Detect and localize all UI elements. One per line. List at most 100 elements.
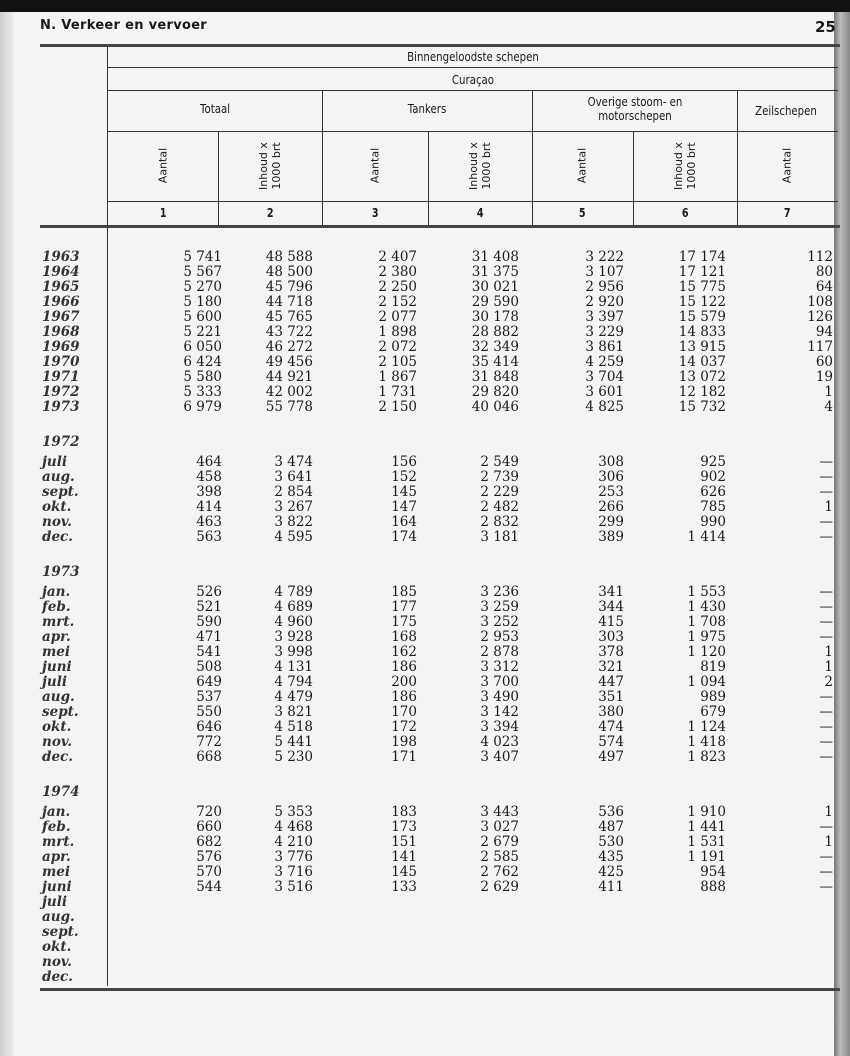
table-bottom-rule: [40, 988, 840, 991]
cell-value: 1 441: [687, 819, 726, 835]
cell-value: 380: [598, 704, 624, 720]
group-header-totaal: Totaal: [199, 102, 231, 116]
cell-value: —: [819, 734, 834, 750]
column-number: 2: [266, 206, 274, 220]
cell-value: 60: [815, 354, 833, 370]
row-label: sept.: [42, 924, 79, 940]
cell-value: —: [819, 599, 834, 615]
table-row: 1969 6 050 46 272 2 072 32 349 3 861 13 915 117: [0, 340, 850, 355]
rule: [108, 90, 838, 91]
row-label: 1972: [42, 384, 80, 400]
cell-value: 172: [391, 719, 417, 735]
cell-value: 17 121: [678, 264, 726, 280]
cell-value: 175: [391, 614, 417, 630]
row-label: 1964: [42, 264, 80, 280]
cell-value: 3 516: [274, 879, 313, 895]
row-label: juni: [42, 879, 72, 895]
cell-value: 679: [700, 704, 726, 720]
section-header-row: 1973: [0, 565, 850, 580]
cell-value: 14 833: [678, 324, 726, 340]
cell-value: 94: [815, 324, 833, 340]
sub-header: Curaçao: [451, 73, 495, 87]
cell-value: 563: [196, 529, 222, 545]
cell-value: 772: [196, 734, 222, 750]
table-row: nov.: [0, 955, 850, 970]
row-label: 1967: [42, 309, 80, 325]
cell-value: 435: [598, 849, 624, 865]
cell-value: 425: [598, 864, 624, 880]
table-row: mei 541 3 998 162 2 878 378 1 120 1: [0, 645, 850, 660]
cell-value: 1: [824, 499, 833, 515]
cell-value: —: [819, 514, 834, 530]
row-label: nov.: [42, 514, 73, 530]
cell-value: 471: [196, 629, 222, 645]
column-number: 4: [476, 206, 484, 220]
cell-value: 4 960: [274, 614, 313, 630]
column-header: Aantal: [156, 147, 170, 184]
cell-value: 1 910: [687, 804, 726, 820]
table-row: dec. 668 5 230 171 3 407 497 1 823 —: [0, 750, 850, 765]
table-row: okt. 646 4 518 172 3 394 474 1 124 —: [0, 720, 850, 735]
cell-value: 164: [391, 514, 417, 530]
cell-value: 117: [807, 339, 833, 355]
row-label: apr.: [42, 849, 71, 865]
row-label: dec.: [42, 969, 73, 985]
cell-value: 1: [824, 644, 833, 660]
table-row: 1966 5 180 44 718 2 152 29 590 2 920 15 122 108: [0, 295, 850, 310]
cell-value: 35 414: [471, 354, 519, 370]
cell-value: —: [819, 484, 834, 500]
cell-value: 3 998: [274, 644, 313, 660]
row-label: dec.: [42, 529, 73, 545]
cell-value: 198: [391, 734, 417, 750]
rule: [108, 67, 838, 68]
cell-value: 4 131: [274, 659, 313, 675]
col-divider: [428, 132, 429, 225]
cell-value: 351: [598, 689, 624, 705]
table-row: nov. 463 3 822 164 2 832 299 990 —: [0, 515, 850, 530]
section-header-row: 1974: [0, 785, 850, 800]
cell-value: 31 408: [471, 249, 519, 265]
row-label: 1963: [42, 249, 80, 265]
cell-value: 42 002: [265, 384, 313, 400]
cell-value: 2 585: [480, 849, 519, 865]
cell-value: 570: [196, 864, 222, 880]
cell-value: 3 474: [274, 454, 313, 470]
cell-value: 1 553: [687, 584, 726, 600]
cell-value: 398: [196, 484, 222, 500]
section-label: 1972: [42, 434, 80, 450]
cell-value: 174: [391, 529, 417, 545]
column-header: Inhoud x 1000 brt: [257, 142, 283, 190]
table-row: 1971 5 580 44 921 1 867 31 848 3 704 13 072 19: [0, 370, 850, 385]
column-number: 7: [783, 206, 791, 220]
cell-value: 3 236: [480, 584, 519, 600]
cell-value: 3 027: [480, 819, 519, 835]
cell-value: 1 414: [687, 529, 726, 545]
cell-value: 145: [391, 484, 417, 500]
cell-value: 5 353: [274, 804, 313, 820]
group-header-overige: Overige stoom- en motorschepen: [587, 95, 683, 123]
table-row: apr. 576 3 776 141 2 585 435 1 191 —: [0, 850, 850, 865]
page-number: 25: [815, 18, 836, 36]
cell-value: 126: [807, 309, 833, 325]
cell-value: 2 920: [585, 294, 624, 310]
cell-value: 2 072: [378, 339, 417, 355]
rule: [108, 201, 838, 202]
cell-value: —: [819, 864, 834, 880]
row-label: nov.: [42, 954, 73, 970]
cell-value: 660: [196, 819, 222, 835]
section-header-row: 1972: [0, 435, 850, 450]
cell-value: 5 230: [274, 749, 313, 765]
cell-value: 31 848: [471, 369, 519, 385]
cell-value: 4 479: [274, 689, 313, 705]
cell-value: 185: [391, 584, 417, 600]
cell-value: 4 595: [274, 529, 313, 545]
cell-value: 1 867: [378, 369, 417, 385]
top-rule: [40, 44, 840, 47]
cell-value: 4 689: [274, 599, 313, 615]
row-label: mei: [42, 644, 71, 660]
cell-value: 1: [824, 804, 833, 820]
cell-value: 112: [807, 249, 833, 265]
table-row: juli 464 3 474 156 2 549 308 925 —: [0, 455, 850, 470]
cell-value: 13 915: [678, 339, 726, 355]
table-row: apr. 471 3 928 168 2 953 303 1 975 —: [0, 630, 850, 645]
